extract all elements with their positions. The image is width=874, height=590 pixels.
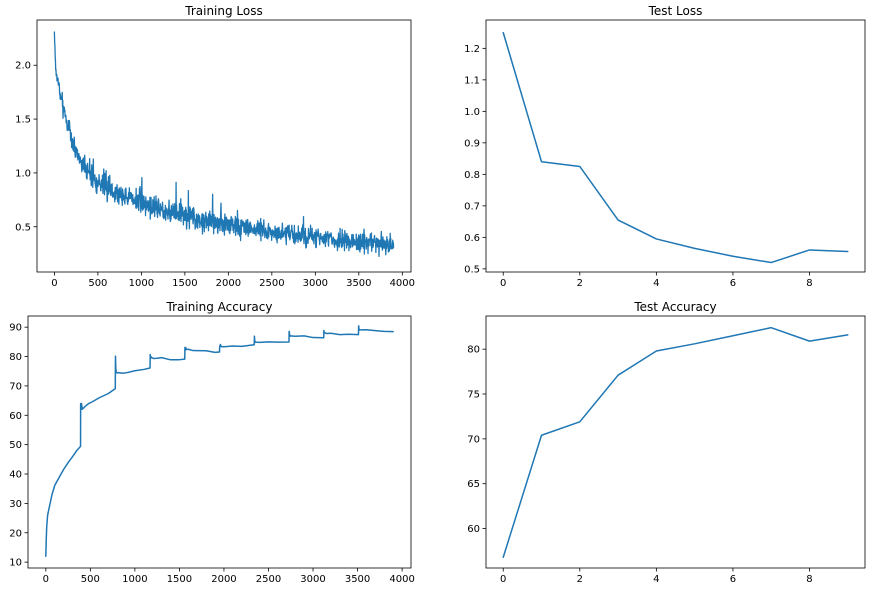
x-tick-label: 0 bbox=[51, 278, 57, 289]
y-tick-label: 1.0 bbox=[15, 168, 31, 179]
y-tick-label: 30 bbox=[9, 499, 22, 510]
x-tick-label: 4000 bbox=[390, 278, 415, 289]
chart-training-accuracy: Training Accuracy 0 500 1000 1500 2000 2500 30… bbox=[9, 300, 415, 585]
series-line bbox=[502, 31, 849, 264]
x-tick-label: 1500 bbox=[167, 574, 192, 585]
y-tick-label: 10 bbox=[9, 558, 22, 569]
y-tick-label: 0.9 bbox=[464, 138, 480, 149]
x-tick-label: 2500 bbox=[259, 278, 284, 289]
y-tick-label: 0.6 bbox=[464, 233, 480, 244]
y-tick-label: 65 bbox=[467, 479, 480, 490]
y-tick-label: 70 bbox=[467, 434, 480, 445]
y-tick-label: 60 bbox=[467, 524, 480, 535]
x-tick-label: 6 bbox=[730, 278, 736, 289]
chart-training-loss: Training Loss 0 500 1000 1500 2000 2500 3000 35… bbox=[15, 4, 415, 289]
x-tick-label: 500 bbox=[81, 574, 100, 585]
y-tick-label: 0.5 bbox=[15, 222, 31, 233]
x-tick-label: 4 bbox=[653, 574, 659, 585]
x-tick-label: 500 bbox=[88, 278, 107, 289]
series-line bbox=[53, 31, 395, 258]
x-tick-label: 2 bbox=[577, 574, 583, 585]
y-tick-label: 1.1 bbox=[464, 75, 480, 86]
chart-test-accuracy: Test Accuracy 0 2 4 6 8 60 65 70 75 80 bbox=[467, 300, 866, 585]
y-tick-label: 0.7 bbox=[464, 201, 480, 212]
y-tick-label: 1.0 bbox=[464, 107, 480, 118]
y-tick-label: 1.5 bbox=[15, 115, 31, 126]
x-tick-label: 8 bbox=[806, 278, 812, 289]
x-tick-label: 1000 bbox=[129, 278, 154, 289]
x-tick-label: 1500 bbox=[172, 278, 197, 289]
plot-frame bbox=[27, 315, 412, 569]
y-tick-label: 60 bbox=[9, 411, 22, 422]
chart-title: Training Loss bbox=[184, 4, 262, 18]
x-tick-label: 0 bbox=[500, 278, 506, 289]
y-tick-label: 0.5 bbox=[464, 264, 480, 275]
series-line bbox=[45, 325, 394, 557]
plot-frame bbox=[485, 315, 866, 569]
x-tick-label: 2000 bbox=[211, 574, 236, 585]
y-tick-label: 80 bbox=[467, 345, 480, 356]
x-tick-label: 3000 bbox=[303, 278, 328, 289]
y-tick-label: 75 bbox=[467, 390, 480, 401]
x-tick-label: 8 bbox=[806, 574, 812, 585]
y-tick-label: 2.0 bbox=[15, 61, 31, 72]
x-tick-label: 4 bbox=[653, 278, 659, 289]
x-tick-label: 1000 bbox=[122, 574, 147, 585]
chart-title: Training Accuracy bbox=[166, 300, 273, 314]
x-tick-label: 0 bbox=[500, 574, 506, 585]
x-tick-label: 3000 bbox=[300, 574, 325, 585]
y-tick-label: 20 bbox=[9, 528, 22, 539]
x-tick-label: 6 bbox=[730, 574, 736, 585]
y-tick-label: 70 bbox=[9, 381, 22, 392]
y-tick-label: 40 bbox=[9, 470, 22, 481]
x-tick-label: 3500 bbox=[346, 278, 371, 289]
y-tick-label: 1.2 bbox=[464, 44, 480, 55]
y-tick-label: 80 bbox=[9, 352, 22, 363]
x-tick-label: 3500 bbox=[345, 574, 370, 585]
plot-frame bbox=[36, 19, 412, 273]
x-tick-label: 2000 bbox=[216, 278, 241, 289]
y-tick-label: 0.8 bbox=[464, 170, 480, 181]
y-tick-label: 50 bbox=[9, 440, 22, 451]
chart-test-loss: Test Loss 0 2 4 6 8 0.5 0.6 0.7 0.8 0.9 1.0 1.1 1.2 bbox=[464, 4, 866, 289]
y-tick-label: 90 bbox=[9, 323, 22, 334]
chart-title: Test Loss bbox=[648, 4, 703, 18]
x-tick-label: 0 bbox=[43, 574, 49, 585]
x-tick-label: 2 bbox=[577, 278, 583, 289]
x-tick-label: 4000 bbox=[389, 574, 414, 585]
series-line bbox=[502, 326, 849, 558]
x-tick-label: 2500 bbox=[256, 574, 281, 585]
plot-frame bbox=[485, 19, 866, 273]
chart-title: Test Accuracy bbox=[633, 300, 716, 314]
